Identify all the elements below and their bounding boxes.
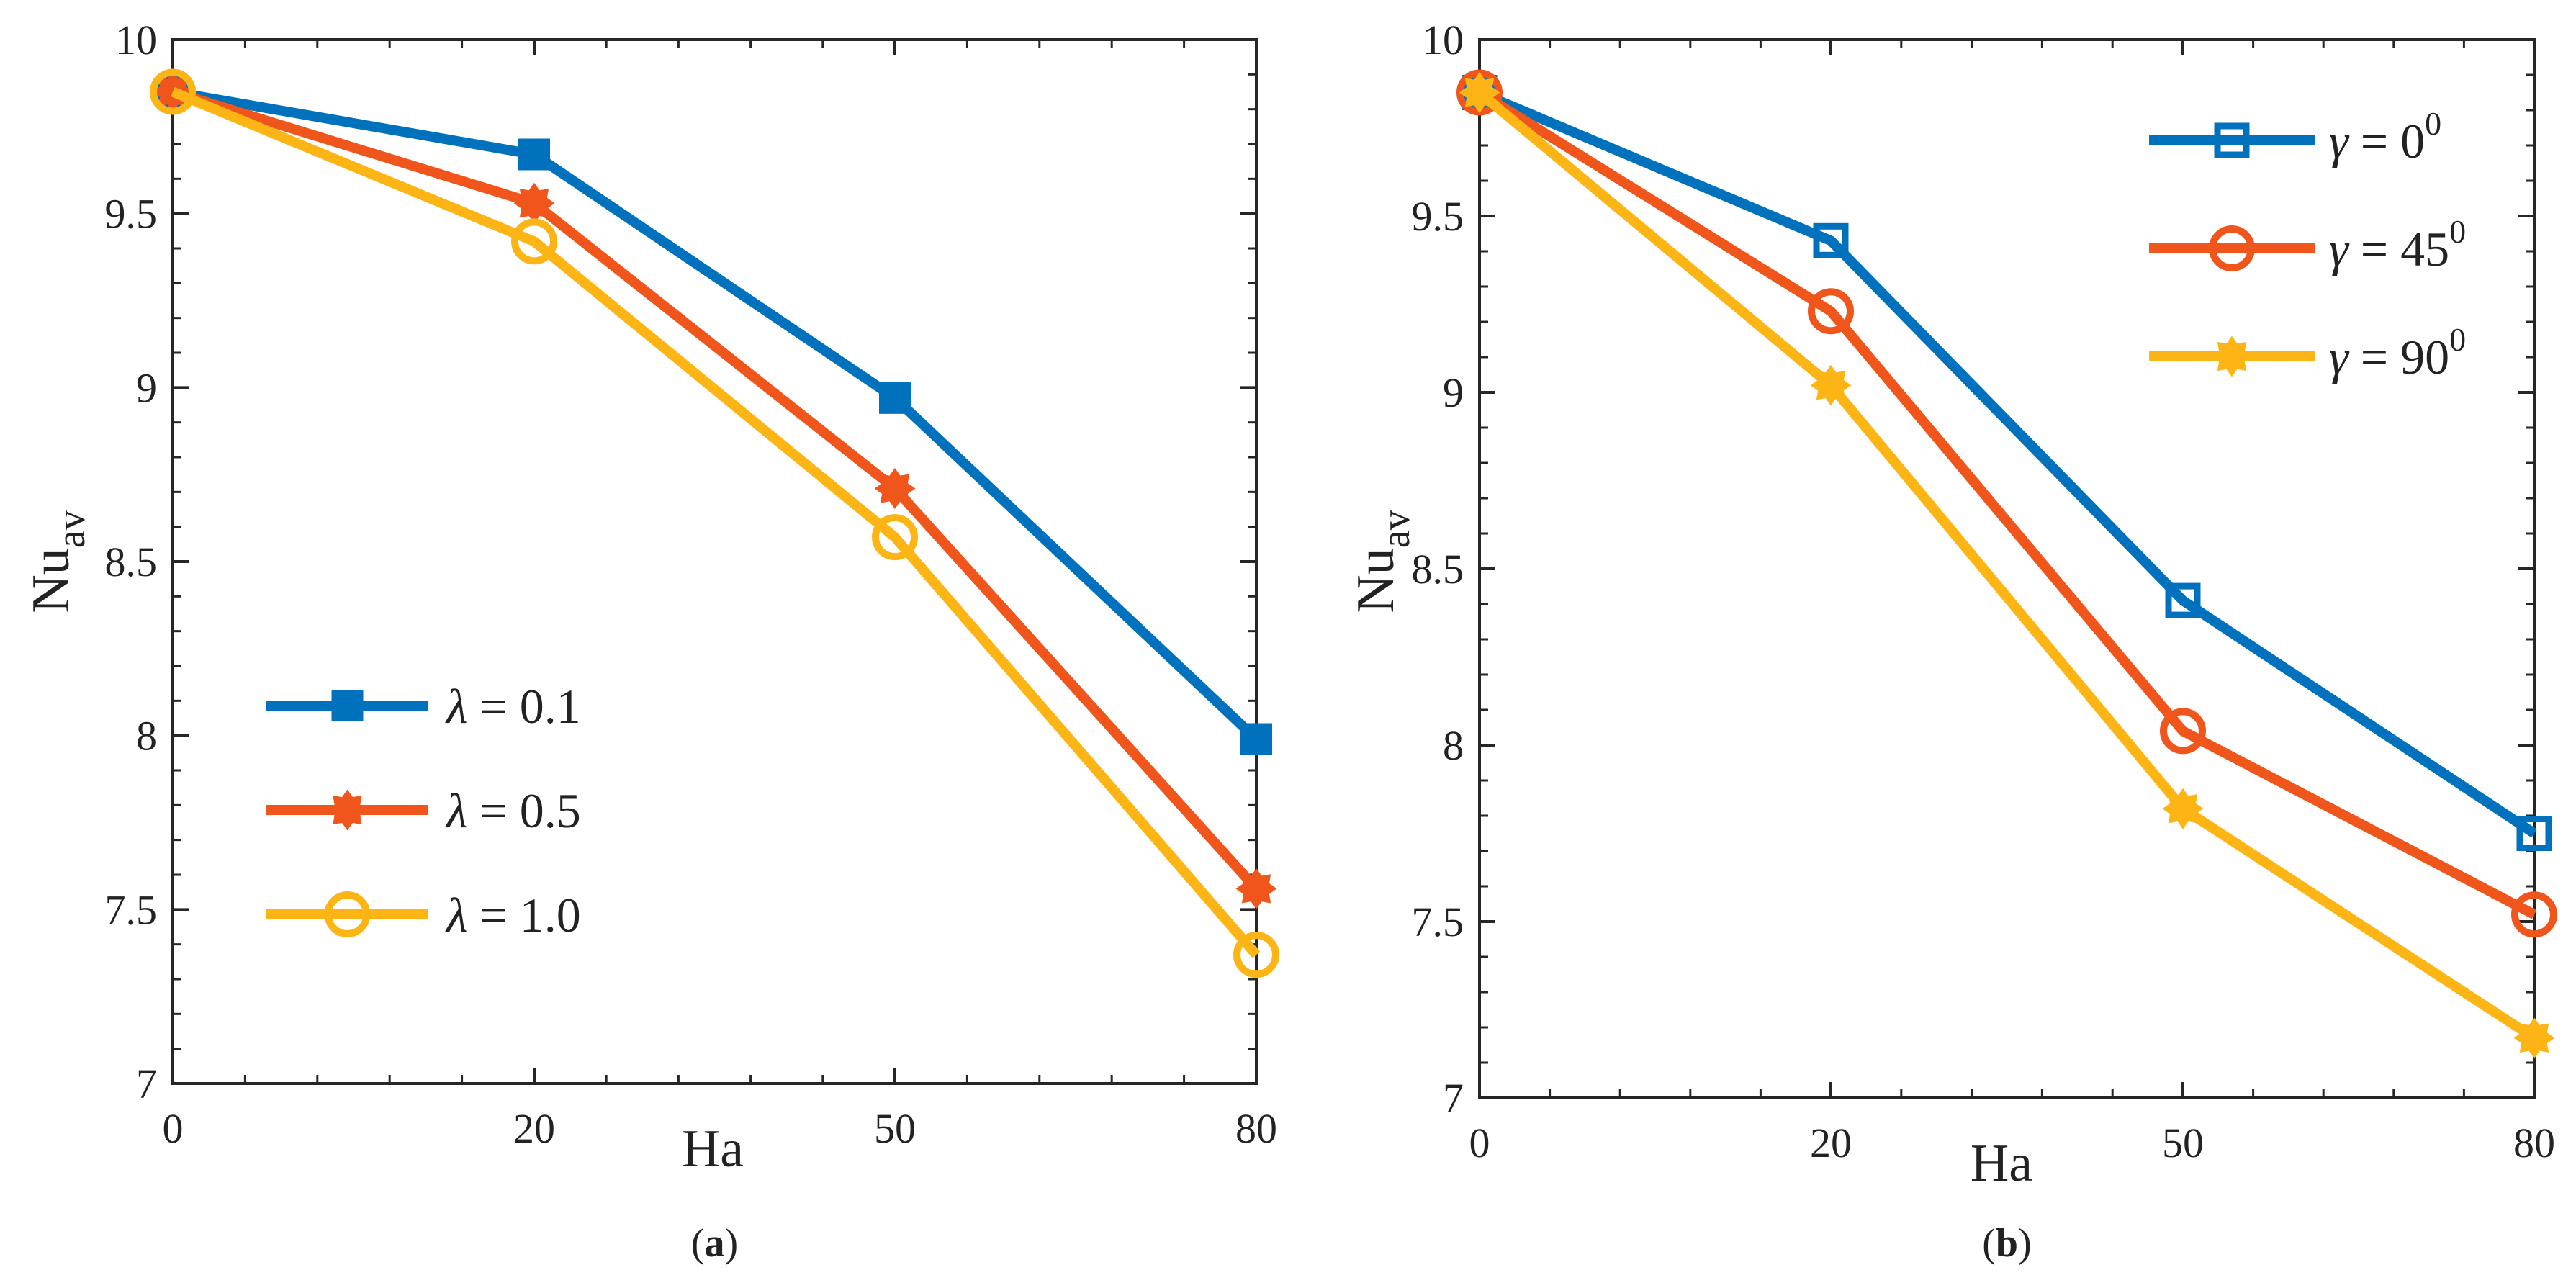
series-line bbox=[1477, 88, 2537, 838]
legend: λ = 0.1 λ = 0.5 λ = 1.0 bbox=[266, 679, 581, 942]
y-tick-label: 8 bbox=[136, 713, 157, 760]
data-point-marker bbox=[1459, 72, 1500, 113]
data-point-marker bbox=[874, 468, 916, 509]
y-tick-label: 8.5 bbox=[105, 539, 158, 585]
panel-caption: (b) bbox=[1982, 1221, 2031, 1266]
y-axis-title: Nuav bbox=[1346, 510, 1418, 613]
y-tick-label: 8.5 bbox=[1412, 546, 1464, 593]
data-point-marker bbox=[1813, 222, 1849, 258]
legend-marker bbox=[2214, 122, 2250, 158]
series-1 bbox=[152, 71, 1277, 909]
data-point-marker bbox=[1235, 868, 1277, 909]
y-axis-title: Nuav bbox=[22, 510, 94, 613]
data-point-marker bbox=[1240, 723, 1272, 755]
series-0 bbox=[157, 76, 1272, 755]
y-tick-label: 9 bbox=[1443, 369, 1464, 416]
series-2 bbox=[1459, 72, 2555, 1059]
data-point-marker bbox=[518, 138, 550, 171]
x-tick-label: 0 bbox=[1469, 1120, 1490, 1166]
series-line bbox=[1477, 88, 2537, 919]
data-point-marker bbox=[2516, 816, 2552, 851]
series-line bbox=[171, 86, 1260, 743]
series-line bbox=[171, 86, 1261, 892]
x-tick-label: 80 bbox=[1235, 1105, 1277, 1152]
legend-marker bbox=[331, 690, 364, 721]
panel-caption: (a) bbox=[691, 1221, 738, 1266]
y-tick-label: 8 bbox=[1443, 722, 1464, 769]
legend-marker bbox=[327, 789, 368, 831]
x-tick-label: 50 bbox=[874, 1105, 916, 1152]
y-tick-label: 10 bbox=[1422, 17, 1464, 63]
series-line bbox=[171, 87, 1261, 958]
data-point-marker bbox=[2165, 582, 2201, 618]
data-point-marker bbox=[872, 514, 918, 561]
data-point-marker bbox=[2511, 891, 2557, 938]
data-point-marker bbox=[511, 218, 557, 265]
x-tick-label: 20 bbox=[513, 1105, 555, 1152]
x-tick-label: 0 bbox=[163, 1105, 184, 1152]
x-tick-label: 20 bbox=[1810, 1120, 1852, 1166]
data-point-marker bbox=[513, 182, 555, 224]
x-axis-title: Ha bbox=[682, 1120, 744, 1179]
legend-marker bbox=[2211, 335, 2253, 377]
data-point-marker bbox=[879, 382, 911, 414]
y-tick-label: 9.5 bbox=[105, 191, 158, 238]
series-2 bbox=[150, 68, 1279, 978]
y-tick-label: 7.5 bbox=[105, 886, 158, 933]
series-1 bbox=[1456, 69, 2557, 938]
y-tick-label: 9 bbox=[136, 364, 157, 411]
legend-label: λ = 0.1 bbox=[445, 679, 581, 734]
legend-marker bbox=[2209, 225, 2255, 271]
series-0 bbox=[1462, 75, 2552, 851]
data-point-marker bbox=[1808, 288, 1854, 335]
y-tick-label: 7 bbox=[1443, 1075, 1464, 1122]
data-point-marker bbox=[2162, 788, 2204, 829]
legend-label: λ = 0.5 bbox=[445, 783, 581, 838]
x-tick-label: 80 bbox=[2513, 1120, 2555, 1166]
data-point-marker bbox=[2513, 1017, 2555, 1059]
series-line bbox=[1476, 89, 2537, 1042]
data-point-marker bbox=[2160, 708, 2206, 755]
legend-label: γ = 00 bbox=[2329, 105, 2441, 168]
legend-label: γ = 900 bbox=[2329, 321, 2466, 384]
y-tick-label: 10 bbox=[115, 17, 157, 63]
legend-label: γ = 450 bbox=[2329, 213, 2466, 276]
data-point-marker bbox=[1233, 932, 1279, 978]
legend: γ = 00 γ = 450 γ = 900 bbox=[2149, 105, 2466, 384]
data-point-marker bbox=[150, 68, 196, 115]
y-tick-label: 7 bbox=[136, 1060, 157, 1107]
x-tick-label: 50 bbox=[2162, 1120, 2204, 1166]
x-axis-title: Ha bbox=[1971, 1134, 2032, 1193]
y-tick-label: 7.5 bbox=[1412, 899, 1464, 945]
chart-panel-b: 7 7.5 8 8.5 9 9.5 10 0 20 50 80 Ha Nuav γ = 00 γ = 450… bbox=[1346, 17, 2557, 1266]
y-tick-label: 9.5 bbox=[1412, 193, 1464, 240]
data-point-marker bbox=[1810, 364, 1852, 406]
legend-label: λ = 1.0 bbox=[445, 888, 581, 942]
legend-marker bbox=[324, 891, 371, 937]
